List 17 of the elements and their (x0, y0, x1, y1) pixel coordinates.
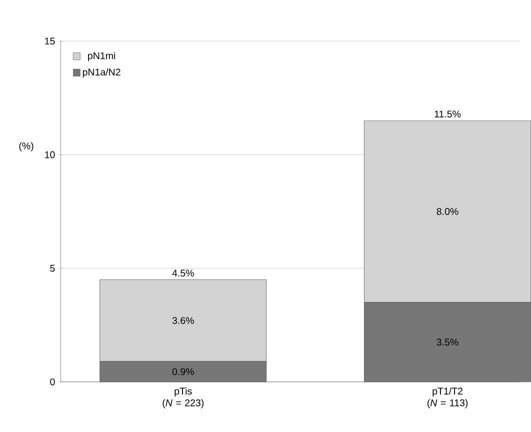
data-label: 8.0% (436, 208, 458, 216)
legend-label: pN1mi (88, 52, 115, 62)
y-tick-label: 0 (50, 378, 55, 386)
x-tick-label: pTis (N = 223) (162, 387, 204, 408)
bar (364, 302, 531, 382)
total-label: 4.5% (172, 270, 194, 277)
y-tick-label: 5 (50, 264, 55, 272)
data-label: 3.6% (172, 317, 194, 324)
data-label: 0.9% (172, 368, 194, 376)
legend-label: pN1a/N2 (82, 68, 120, 78)
y-axis-title: (%) (19, 142, 34, 152)
y-tick-label: 10 (45, 151, 55, 158)
total-label: 11.5% (434, 110, 461, 118)
y-tick-label: 15 (45, 38, 55, 45)
data-label: 3.5% (436, 338, 458, 346)
x-tick-label: pT1/T2 (N = 113) (427, 387, 468, 408)
bar (100, 361, 267, 382)
